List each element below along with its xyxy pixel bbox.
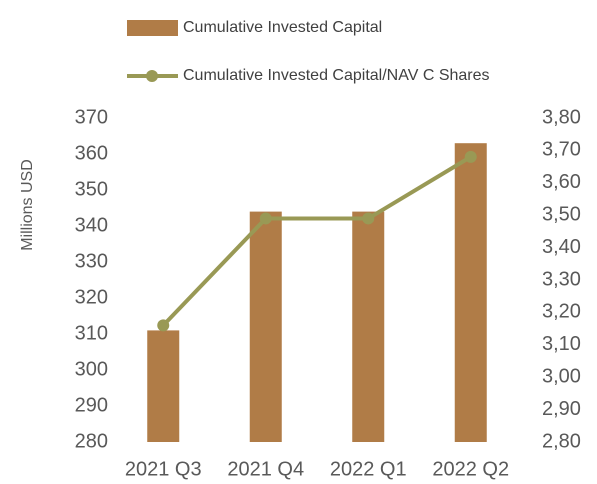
y2-tick-label: 3,10 xyxy=(542,333,581,355)
legend-marker xyxy=(146,70,158,82)
y2-tick-label: 3,20 xyxy=(542,301,581,323)
y-tick-label: 280 xyxy=(75,430,108,452)
y-tick-label: 370 xyxy=(75,106,108,128)
y-tick-label: 350 xyxy=(75,178,108,200)
y2-tick-label: 3,00 xyxy=(542,365,581,387)
y2-tick-label: 2,80 xyxy=(542,430,581,452)
x-tick-label: 2022 Q1 xyxy=(330,458,407,480)
bar xyxy=(454,143,487,442)
line-marker xyxy=(259,212,272,225)
y2-tick-label: 3,70 xyxy=(542,139,581,161)
legend-label: Cumulative Invested Capital/NAV C Shares xyxy=(183,67,490,84)
legend-swatch xyxy=(127,20,178,36)
y2-tick-label: 2,90 xyxy=(542,398,581,420)
y-tick-label: 340 xyxy=(75,214,108,236)
line-marker xyxy=(362,212,375,225)
y-tick-label: 300 xyxy=(75,358,108,380)
y-tick-label: 320 xyxy=(75,286,108,308)
y2-tick-label: 3,40 xyxy=(542,236,581,258)
y-tick-label: 360 xyxy=(75,142,108,164)
y-tick-label: 330 xyxy=(75,250,108,272)
x-tick-label: 2022 Q2 xyxy=(432,458,509,480)
y2-tick-label: 3,30 xyxy=(542,268,581,290)
y2-tick-label: 3,50 xyxy=(542,203,581,225)
bar xyxy=(352,211,385,442)
x-tick-label: 2021 Q3 xyxy=(125,458,202,480)
y2-tick-label: 3,80 xyxy=(542,106,581,128)
x-tick-label: 2021 Q4 xyxy=(227,458,304,480)
y-axis-label: Millions USD xyxy=(19,159,36,251)
y-tick-label: 310 xyxy=(75,322,108,344)
bar xyxy=(147,330,180,442)
line xyxy=(161,155,472,327)
line-marker xyxy=(464,150,477,163)
y-tick-label: 290 xyxy=(75,394,108,416)
legend-label: Cumulative Invested Capital xyxy=(183,19,382,36)
line-marker xyxy=(157,319,170,332)
bar xyxy=(249,211,282,442)
y2-tick-label: 3,60 xyxy=(542,171,581,193)
